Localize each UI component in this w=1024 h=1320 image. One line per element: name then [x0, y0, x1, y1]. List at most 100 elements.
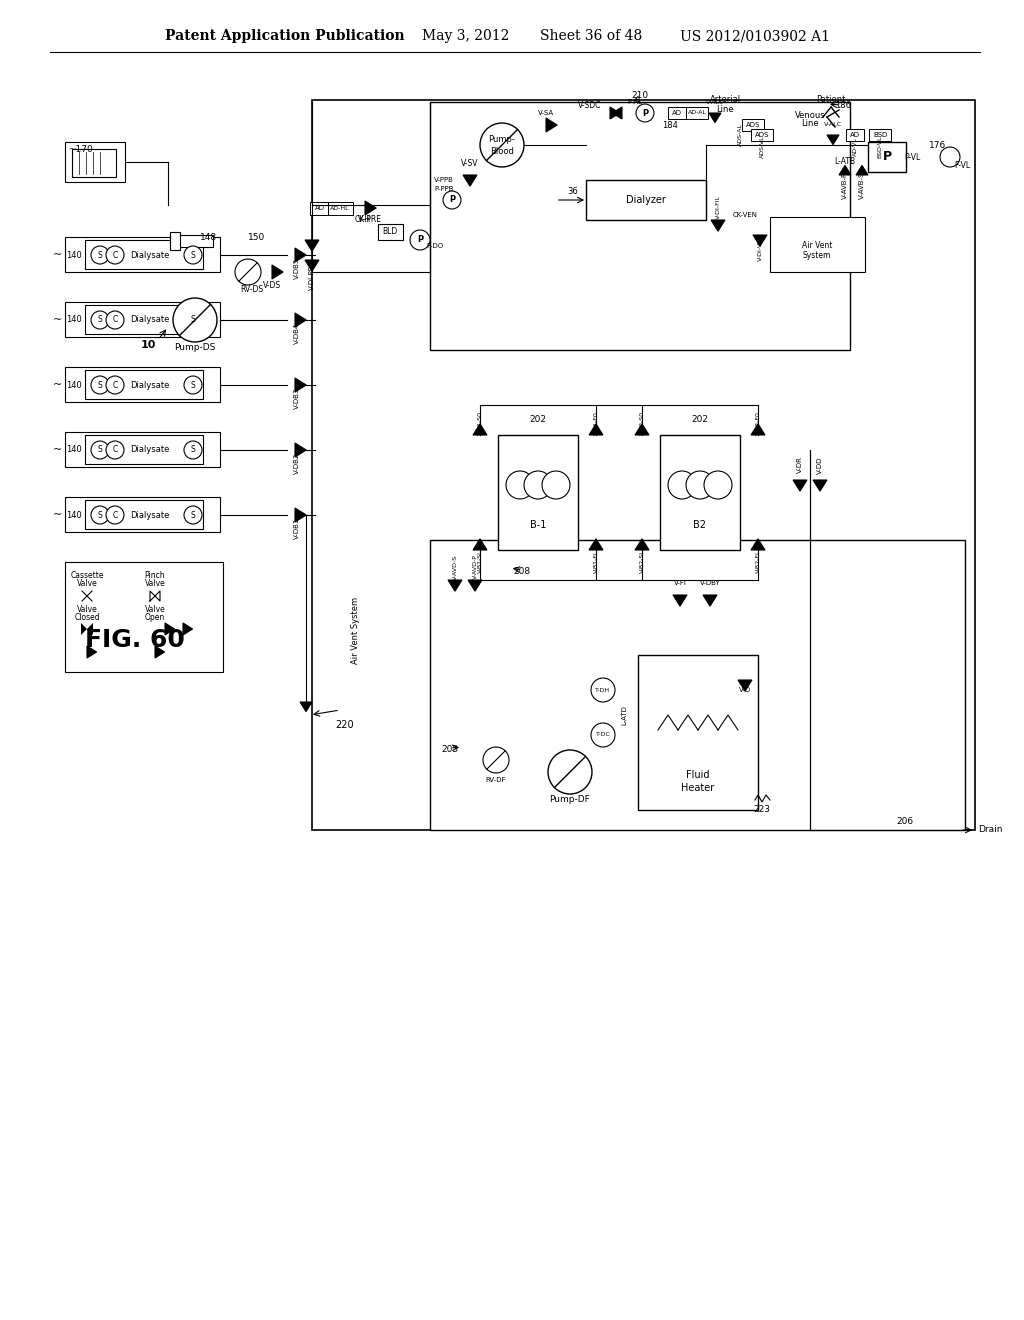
- Polygon shape: [589, 539, 603, 550]
- Polygon shape: [856, 165, 868, 176]
- Circle shape: [483, 747, 509, 774]
- Bar: [85, 370, 203, 399]
- Text: V-B1-SI: V-B1-SI: [477, 550, 482, 573]
- Text: CK-VEN: CK-VEN: [732, 213, 758, 218]
- Bar: [869, 129, 891, 141]
- Bar: [85, 240, 203, 269]
- Text: BSD-VL: BSD-VL: [878, 136, 883, 158]
- Text: 140: 140: [67, 251, 82, 260]
- Polygon shape: [305, 240, 319, 251]
- Circle shape: [91, 246, 109, 264]
- Text: AD-HL: AD-HL: [330, 206, 350, 210]
- Text: P-DO: P-DO: [426, 243, 443, 249]
- Text: V-DI-VEN: V-DI-VEN: [758, 234, 763, 261]
- Bar: [328, 202, 352, 214]
- Polygon shape: [612, 107, 622, 119]
- Polygon shape: [753, 235, 767, 247]
- Text: 223: 223: [754, 805, 770, 814]
- Text: Pump-DF: Pump-DF: [550, 796, 591, 804]
- Circle shape: [591, 723, 615, 747]
- Polygon shape: [295, 444, 306, 457]
- Text: V-B2-SI: V-B2-SI: [640, 550, 644, 573]
- Text: S: S: [97, 446, 102, 454]
- Polygon shape: [751, 539, 765, 550]
- Circle shape: [106, 506, 124, 524]
- Text: ~: ~: [52, 380, 61, 389]
- Text: 140: 140: [67, 446, 82, 454]
- Text: 36: 36: [567, 187, 579, 197]
- Text: ~: ~: [52, 249, 61, 260]
- Text: 210: 210: [632, 91, 648, 99]
- Bar: [742, 119, 764, 131]
- Text: ADS: ADS: [755, 132, 769, 139]
- Polygon shape: [165, 623, 175, 635]
- Text: S: S: [190, 380, 196, 389]
- Circle shape: [506, 471, 534, 499]
- Text: V-DB2: V-DB2: [294, 453, 300, 474]
- Bar: [668, 107, 686, 119]
- Text: C: C: [113, 380, 118, 389]
- Text: L-ATD: L-ATD: [621, 705, 627, 725]
- Text: Pump-: Pump-: [488, 136, 515, 144]
- Text: V-B2-FI: V-B2-FI: [756, 550, 761, 573]
- Text: Drain: Drain: [978, 825, 1002, 834]
- Polygon shape: [468, 579, 482, 591]
- Text: S: S: [190, 511, 196, 520]
- Bar: [85, 305, 203, 334]
- Text: Pump-DS: Pump-DS: [174, 343, 216, 352]
- Bar: [638, 655, 758, 810]
- Text: RV-DS: RV-DS: [241, 285, 263, 294]
- Polygon shape: [365, 201, 376, 215]
- Text: Patent Application Publication: Patent Application Publication: [165, 29, 404, 44]
- Text: Closed: Closed: [74, 614, 99, 623]
- Circle shape: [184, 376, 202, 393]
- Polygon shape: [463, 176, 477, 186]
- Text: V-ALC: V-ALC: [824, 121, 842, 127]
- Text: L-ATB: L-ATB: [835, 157, 856, 166]
- Text: B-1: B-1: [529, 520, 546, 531]
- Text: ADS-VL: ADS-VL: [760, 136, 765, 158]
- Bar: [85, 436, 203, 465]
- Text: AD: AD: [315, 205, 325, 211]
- Text: V-SA: V-SA: [538, 110, 554, 116]
- Polygon shape: [673, 595, 687, 606]
- Text: Valve: Valve: [144, 605, 165, 614]
- Polygon shape: [272, 265, 284, 279]
- Text: V-DD: V-DD: [817, 457, 823, 474]
- Polygon shape: [305, 260, 319, 271]
- Circle shape: [184, 312, 202, 329]
- Bar: [868, 143, 906, 172]
- Text: S: S: [97, 251, 102, 260]
- Text: V-B2-S0: V-B2-S0: [640, 411, 644, 436]
- Circle shape: [410, 230, 430, 249]
- Text: F-VL: F-VL: [954, 161, 970, 169]
- Text: 150: 150: [248, 234, 265, 243]
- Text: 202: 202: [529, 416, 547, 425]
- Circle shape: [940, 147, 961, 168]
- Text: V-DI-FIL: V-DI-FIL: [716, 195, 721, 219]
- Text: ADS: ADS: [745, 121, 760, 128]
- Text: Open: Open: [144, 614, 165, 623]
- Bar: [770, 216, 865, 272]
- Text: Venous: Venous: [795, 111, 825, 120]
- Text: V-D: V-D: [739, 686, 751, 693]
- Text: Line: Line: [716, 106, 734, 115]
- Text: S: S: [97, 315, 102, 325]
- Text: V-DB5: V-DB5: [294, 257, 300, 279]
- Circle shape: [480, 123, 524, 168]
- Text: Dialysate: Dialysate: [130, 511, 170, 520]
- Polygon shape: [751, 424, 765, 436]
- Polygon shape: [449, 579, 462, 591]
- Bar: [65, 432, 220, 467]
- Circle shape: [173, 298, 217, 342]
- Bar: [312, 100, 975, 830]
- Text: CK-PRE: CK-PRE: [354, 215, 382, 224]
- Circle shape: [91, 312, 109, 329]
- Text: 148: 148: [200, 234, 217, 243]
- Text: V-DB4: V-DB4: [294, 322, 300, 343]
- Polygon shape: [610, 107, 620, 119]
- Circle shape: [91, 506, 109, 524]
- Text: 140: 140: [67, 511, 82, 520]
- Circle shape: [106, 376, 124, 393]
- Circle shape: [636, 104, 654, 121]
